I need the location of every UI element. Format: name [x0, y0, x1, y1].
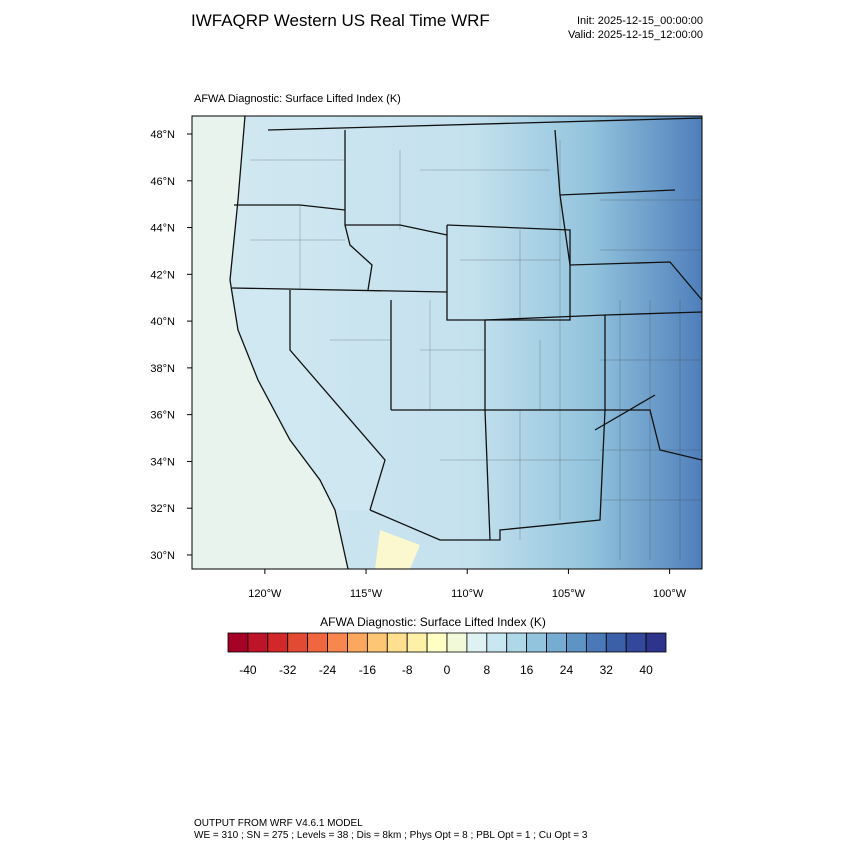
footer-line-2: WE = 310 ; SN = 275 ; Levels = 38 ; Dis … — [194, 830, 588, 841]
init-time: Init: 2025-12-15_00:00:00 — [577, 15, 703, 27]
lat-tick-label: 30°N — [150, 550, 175, 562]
colorbar-tick-label: 0 — [444, 663, 451, 677]
colorbar-box — [645, 632, 667, 653]
colorbar-box — [546, 632, 567, 653]
lat-tick-label: 40°N — [150, 316, 175, 328]
colorbar-box — [347, 632, 368, 653]
colorbar-box — [227, 632, 249, 653]
map-field — [192, 116, 702, 569]
lat-tick-label: 36°N — [150, 410, 175, 422]
lon-tick-label: 120°W — [248, 588, 282, 600]
valid-time: Valid: 2025-12-15_12:00:00 — [568, 29, 703, 41]
colorbar-box — [446, 632, 468, 653]
colorbar-tick-label: -24 — [319, 663, 337, 677]
lat-tick-label: 34°N — [150, 456, 175, 468]
colorbar-tick-label: -16 — [359, 663, 377, 677]
colorbar-box — [247, 632, 269, 653]
lon-tick-label: 110°W — [451, 588, 484, 600]
colorbar-tick-label: -40 — [239, 663, 257, 677]
map-title: AFWA Diagnostic: Surface Lifted Index (K… — [194, 93, 401, 105]
land-shade — [230, 290, 385, 510]
colorbar-box — [466, 632, 488, 653]
colorbar-tick-label: -32 — [279, 663, 297, 677]
lat-tick-label: 32°N — [150, 503, 175, 515]
colorbar-tick-label: 40 — [639, 663, 653, 677]
colorbar-tick-label: 32 — [600, 663, 614, 677]
colorbar-tick-label: -8 — [402, 663, 413, 677]
colorbar-title: AFWA Diagnostic: Surface Lifted Index (K… — [320, 615, 546, 629]
colorbar-box — [386, 632, 408, 653]
colorbar-box — [327, 632, 348, 653]
colorbar-box — [506, 632, 528, 653]
colorbar-box — [366, 632, 388, 653]
lon-tick-label: 105°W — [552, 588, 586, 600]
colorbar-box — [526, 632, 547, 653]
colorbar-box — [287, 632, 309, 653]
lon-tick-label: 100°W — [653, 588, 687, 600]
colorbar-tick-label: 24 — [560, 663, 574, 677]
colorbar-tick-label: 8 — [483, 663, 490, 677]
colorbar-box — [585, 632, 607, 653]
warm-patch — [375, 530, 420, 569]
colorbar-box — [625, 632, 647, 653]
footer-line-1: OUTPUT FROM WRF V4.6.1 MODEL — [194, 818, 363, 829]
colorbar-box — [307, 632, 328, 653]
lat-tick-label: 46°N — [150, 176, 175, 188]
colorbar-box — [605, 632, 627, 653]
lat-tick-label: 38°N — [150, 363, 175, 375]
county-lines — [250, 140, 702, 560]
colorbar-box — [406, 632, 428, 653]
ocean — [192, 116, 348, 569]
colorbar-box — [426, 632, 448, 653]
main-title: IWFAQRP Western US Real Time WRF — [191, 11, 490, 30]
colorbar-tick-label: 16 — [520, 663, 534, 677]
lat-tick-label: 44°N — [150, 223, 175, 235]
map-frame — [191, 115, 703, 570]
colorbar-box — [486, 632, 508, 653]
colorbar-box — [267, 632, 289, 653]
lon-tick-label: 115°W — [350, 588, 383, 600]
colorbar-box — [566, 632, 587, 653]
state-borders — [229, 116, 702, 569]
lat-tick-label: 48°N — [150, 129, 175, 141]
lat-tick-label: 42°N — [150, 269, 175, 281]
